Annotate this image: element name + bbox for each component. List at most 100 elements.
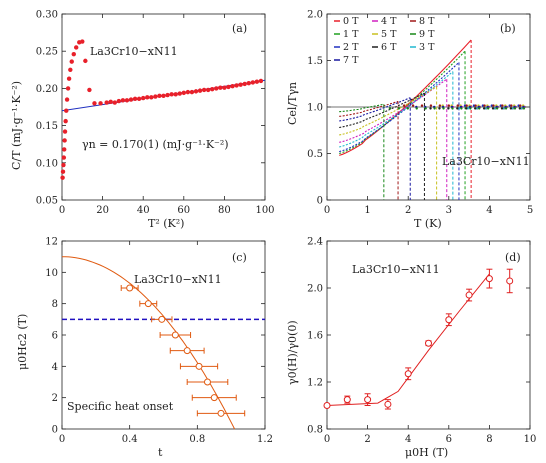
normal-state-point	[495, 107, 499, 110]
data-point	[165, 92, 170, 98]
panel-a-xlabel: T² (K²)	[148, 217, 184, 230]
data-point	[203, 378, 211, 386]
normal-state-point	[442, 107, 445, 110]
x-tick-label: 5	[527, 205, 533, 216]
legend-label: 7 T	[343, 55, 359, 66]
data-point	[141, 95, 146, 101]
data-point	[246, 80, 251, 86]
data-point	[234, 83, 239, 88]
panel-d-xlabel: μ0H (T)	[405, 446, 448, 459]
normal-state-point	[465, 104, 468, 107]
x-tick-label: 0	[324, 205, 330, 216]
data-point	[128, 97, 134, 102]
normal-state-point	[510, 104, 513, 107]
legend-label: 0 T	[343, 16, 359, 27]
data-point	[210, 394, 218, 402]
legend-label: 2 T	[343, 42, 359, 53]
panel-b-xlabel: T (K)	[414, 217, 442, 230]
panel-c: 0 0.4 0.8 1.2 0 2 4 6 8 10 12 (c) La3Cr10−xN11 Spe…	[16, 237, 273, 460]
y-tick-label: 2	[52, 393, 58, 404]
normal-state-point	[424, 107, 427, 110]
data-point	[323, 402, 331, 409]
data-point	[183, 347, 191, 355]
data-point	[158, 315, 166, 323]
y-tick-label: 0.20	[36, 84, 58, 95]
normal-state-point	[388, 107, 392, 110]
data-point	[132, 96, 138, 102]
panel-b-annotation: La3Cr10−xN11	[442, 155, 530, 168]
data-point	[258, 78, 264, 84]
data-point	[242, 81, 247, 87]
data-point	[92, 101, 97, 106]
x-tick-label: 2	[364, 434, 370, 445]
normal-state-point	[433, 107, 436, 110]
panel-a-annotation: La3Cr10−xN11	[90, 45, 178, 58]
data-point	[161, 93, 166, 99]
normal-state-point	[406, 107, 409, 110]
data-point	[157, 93, 162, 99]
x-tick-label: 0.4	[122, 434, 138, 445]
data-point	[226, 84, 231, 90]
normal-state-point	[509, 107, 513, 110]
x-tick-label: 0	[324, 434, 330, 445]
y-tick-label: 2.0	[307, 10, 323, 21]
data-point	[230, 83, 235, 89]
x-tick-label: 3	[446, 205, 452, 216]
data-point	[144, 300, 152, 308]
normal-state-point	[522, 107, 526, 110]
normal-state-point	[500, 107, 504, 110]
normal-state-point	[492, 104, 495, 107]
panel-c-xlabel: t	[158, 446, 163, 459]
data-point	[61, 155, 67, 160]
series-line	[339, 103, 384, 113]
panel-d: 0 2 4 6 8 100.81.21.62.02.4 (d) La3Cr10−xN11 …	[286, 237, 536, 460]
x-tick-label: 1.2	[257, 434, 273, 445]
normal-state-point	[411, 104, 415, 107]
panel-b-ylabel: Cel/Tγn	[286, 82, 299, 125]
normal-state-point	[429, 107, 432, 110]
panel-a-fit-text: γn = 0.170(1) (mJ·g⁻¹·K⁻²)	[82, 138, 229, 151]
x-tick-label: 4	[486, 205, 492, 216]
panel-a-frame	[61, 13, 266, 201]
series-line	[339, 50, 466, 155]
panel-d-label: (d)	[505, 251, 521, 264]
data-point	[218, 85, 223, 90]
y-tick-label: 0.15	[36, 121, 58, 132]
y-tick-label: 1.2	[307, 378, 323, 389]
y-tick-label: 2.4	[307, 237, 323, 248]
panel-c-note: Specific heat onset	[67, 400, 174, 413]
x-tick-label: 8	[486, 434, 492, 445]
normal-state-point	[447, 104, 450, 107]
panel-d-ylabel: γ0(H)/γ0(0)	[286, 320, 299, 385]
data-point	[201, 87, 207, 93]
data-point	[445, 316, 453, 324]
y-tick-label: 0.25	[36, 47, 58, 58]
normal-state-point	[397, 107, 401, 110]
series-line	[339, 97, 411, 122]
data-point	[205, 87, 211, 93]
x-tick-label: 60	[177, 205, 190, 216]
y-tick-label: 0.30	[36, 10, 58, 21]
data-point	[65, 86, 71, 91]
data-point	[210, 86, 215, 92]
data-point	[485, 275, 493, 283]
series-line	[339, 92, 425, 129]
normal-state-point	[438, 104, 442, 107]
legend-label: 8 T	[419, 16, 435, 27]
data-point	[126, 284, 134, 292]
data-point	[74, 45, 79, 50]
normal-state-point	[482, 107, 486, 110]
panel-c-ylabel: μ0Hc2 (T)	[16, 314, 29, 370]
y-tick-label: 0.8	[307, 425, 323, 436]
data-point	[214, 86, 219, 91]
data-point	[506, 277, 514, 285]
x-tick-label: 0	[59, 205, 65, 216]
normal-state-point	[451, 107, 454, 110]
data-point	[87, 87, 92, 93]
data-point	[69, 59, 74, 64]
x-tick-label: 80	[218, 205, 231, 216]
y-tick-label: 10	[45, 268, 58, 279]
x-tick-label: 2	[405, 205, 411, 216]
normal-state-point	[504, 107, 508, 110]
data-point	[173, 92, 178, 97]
